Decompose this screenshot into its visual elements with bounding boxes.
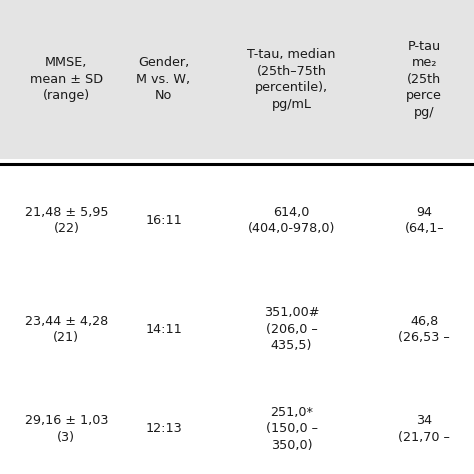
- Text: 34
(21,70 –: 34 (21,70 –: [398, 414, 450, 444]
- Text: 16:11: 16:11: [145, 214, 182, 227]
- Text: 21,48 ± 5,95
(22): 21,48 ± 5,95 (22): [25, 206, 108, 235]
- Text: 12:13: 12:13: [145, 422, 182, 436]
- Text: Gender,
M vs. W,
No: Gender, M vs. W, No: [137, 56, 191, 102]
- Text: 614,0
(404,0-978,0): 614,0 (404,0-978,0): [248, 206, 335, 235]
- Text: T-tau, median
(25th–75th
percentile),
pg/mL: T-tau, median (25th–75th percentile), pg…: [247, 48, 336, 110]
- Text: P-tau
me₂
(25th
perce
pg/: P-tau me₂ (25th perce pg/: [406, 40, 442, 119]
- Text: MMSE,
mean ± SD
(range): MMSE, mean ± SD (range): [30, 56, 103, 102]
- Text: 94
(64,1–: 94 (64,1–: [404, 206, 444, 235]
- Text: 29,16 ± 1,03
(3): 29,16 ± 1,03 (3): [25, 414, 108, 444]
- Text: 14:11: 14:11: [145, 323, 182, 336]
- Bar: [0, 0, 474, 159]
- Text: 251,0*
(150,0 –
350,0): 251,0* (150,0 – 350,0): [265, 406, 318, 452]
- Text: 23,44 ± 4,28
(21): 23,44 ± 4,28 (21): [25, 315, 108, 344]
- Text: 351,00#
(206,0 –
435,5): 351,00# (206,0 – 435,5): [264, 306, 319, 353]
- Text: 46,8
(26,53 –: 46,8 (26,53 –: [398, 315, 450, 344]
